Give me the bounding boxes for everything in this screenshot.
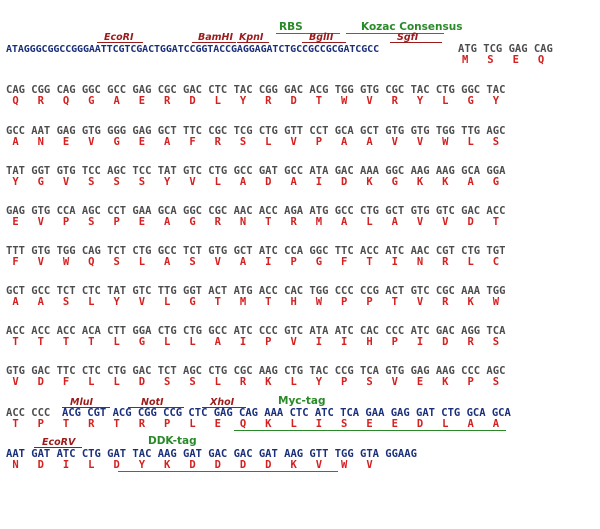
aa-row-9: T P T R T R P L E Q K L I S E E D L A A <box>6 418 500 430</box>
aa-row-3: Y G V S S S Y V L A D A I D K G K K A G <box>6 176 500 188</box>
dna-row-6: GCT GCC TCT CTC TAT GTC TTG GGT ACT ATG … <box>6 285 506 297</box>
dna-row-9: ACG CGT ACG CGG CCG CTC GAG CAG AAA CTC … <box>62 407 511 419</box>
kpni-underline <box>237 42 269 43</box>
bglii-site: BglII <box>309 32 334 43</box>
dna-row-8: GTG GAC TTC CTC CTG GAC TCT AGC CTG CGC … <box>6 365 506 377</box>
header-sequence: ATAGGGCGGCCGGGAATTCGTCGACTGGATCCGGTACCGA… <box>6 44 379 55</box>
kozac-label: Kozac Consensus <box>361 21 463 33</box>
bglii-underline <box>302 42 346 43</box>
dna-row-7: ACC ACC ACC ACA CTT GGA CTG CTG GCC ATC … <box>6 325 506 337</box>
myc-tag-underline <box>234 430 506 431</box>
noti-underline <box>128 407 184 408</box>
bamhi-site: BamHI <box>198 32 234 43</box>
ddk-tag-underline <box>118 471 338 472</box>
mlui-site: MluI <box>70 397 94 408</box>
aa-row-4: E V P S P E A G R N T R M A L A V V D T <box>6 216 500 228</box>
dna-row-9-prefix: ACC CCC <box>6 407 57 419</box>
aa-row-5: F V W Q S L A S V A I P G F T I N R L C <box>6 256 500 268</box>
bamhi-underline <box>192 42 236 43</box>
ecorv-site: EcoRV <box>42 437 76 448</box>
ecori-site: EcoRI <box>104 32 134 43</box>
xhoi-site: XhoI <box>210 397 235 408</box>
aa-row-2: A N E V G E A F R S L V P A A V V W L S <box>6 136 500 148</box>
ddk-tag-label: DDK-tag <box>148 435 197 447</box>
dna-row-5: TTT GTG TGG CAG TCT CTG GCC TCT GTG GCT … <box>6 245 506 257</box>
myc-tag-label: Myc-tag <box>278 395 326 407</box>
aa-row-7: T T T T L G L L A I P V I I H P I D R S <box>6 336 500 348</box>
ecorv-underline <box>34 447 82 448</box>
aa-row-1: Q R Q G A E R D L Y R D T W V R Y L G Y <box>6 95 500 107</box>
dna-row-2: GCC AAT GAG GTG GGG GAG GCT TTC CGC TCG … <box>6 125 506 137</box>
dna-row-1: CAG CGG CAG GGC GCC GAG CGC GAC CTC TAC … <box>6 84 506 96</box>
sgfi-site: SgfI <box>397 32 419 43</box>
dna-row-4: GAG GTG CCA AGC CCT GAA GCA GGC CGC AAC … <box>6 205 506 217</box>
xhoi-underline <box>202 407 246 408</box>
kozac-underline <box>346 33 444 34</box>
mlui-underline <box>62 407 110 408</box>
kpni-site: KpnI <box>239 32 264 43</box>
header-codons: ATG TCG GAG CAG <box>458 43 553 55</box>
noti-site: NotI <box>141 397 164 408</box>
dna-row-3: TAT GGT GTG TCC AGC TCC TAT GTC CTG GCC … <box>6 165 506 177</box>
aa-row-10: N D I L D Y K D D D D K V W V <box>6 459 373 471</box>
ecori-underline <box>97 42 143 43</box>
dna-row-10: AAT GAT ATC CTG GAT TAC AAG GAT GAC GAC … <box>6 448 417 460</box>
sgfi-underline <box>390 42 442 43</box>
rbs-underline <box>276 33 340 34</box>
rbs-label: RBS <box>279 21 303 33</box>
aa-row-6: A A S L Y V L G T M T H W P P T V R K W <box>6 296 500 308</box>
aa-row-8: V D F L L D S S L R K L Y P S V E K P S <box>6 376 500 388</box>
header-aas: M S E Q <box>462 54 545 66</box>
